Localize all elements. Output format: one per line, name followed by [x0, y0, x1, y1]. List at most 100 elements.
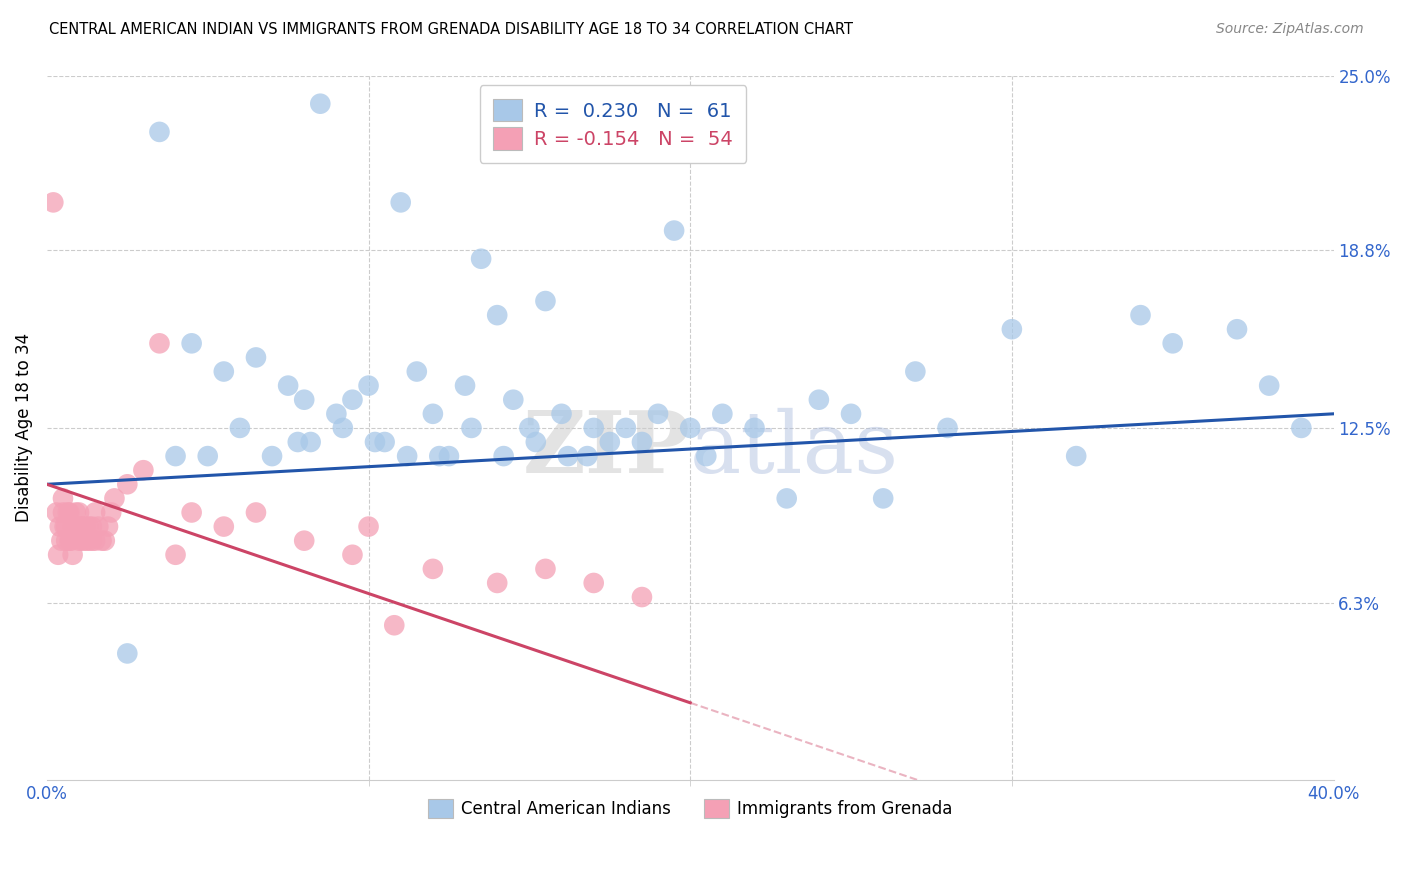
- Point: [84, 533, 107, 548]
- Point: [80, 519, 103, 533]
- Point: [67, 533, 90, 548]
- Point: [325, 407, 347, 421]
- Point: [1258, 378, 1281, 392]
- Point: [524, 435, 547, 450]
- Point: [936, 421, 959, 435]
- Point: [52, 491, 75, 506]
- Point: [695, 449, 717, 463]
- Point: [55, 519, 77, 533]
- Point: [67, 519, 90, 533]
- Point: [1161, 336, 1184, 351]
- Point: [557, 449, 579, 463]
- Point: [75, 533, 97, 548]
- Point: [53, 519, 76, 533]
- Point: [631, 435, 654, 450]
- Point: [342, 392, 364, 407]
- Point: [396, 449, 419, 463]
- Point: [103, 491, 125, 506]
- Point: [58, 506, 80, 520]
- Point: [357, 378, 380, 392]
- Point: [422, 407, 444, 421]
- Y-axis label: Disability Age 18 to 34: Disability Age 18 to 34: [15, 334, 32, 523]
- Point: [1001, 322, 1024, 336]
- Point: [49, 519, 72, 533]
- Point: [287, 435, 309, 450]
- Point: [519, 421, 541, 435]
- Point: [60, 533, 83, 548]
- Text: Source: ZipAtlas.com: Source: ZipAtlas.com: [1216, 22, 1364, 37]
- Point: [55, 533, 77, 548]
- Point: [100, 506, 122, 520]
- Point: [212, 365, 235, 379]
- Legend: Central American Indians, Immigrants from Grenada: Central American Indians, Immigrants fro…: [420, 793, 959, 825]
- Point: [212, 519, 235, 533]
- Point: [292, 533, 315, 548]
- Point: [576, 449, 599, 463]
- Point: [454, 378, 477, 392]
- Point: [229, 421, 252, 435]
- Point: [77, 533, 100, 548]
- Point: [679, 421, 702, 435]
- Point: [460, 421, 482, 435]
- Point: [62, 519, 84, 533]
- Point: [72, 519, 94, 533]
- Point: [711, 407, 734, 421]
- Point: [614, 421, 637, 435]
- Point: [437, 449, 460, 463]
- Point: [502, 392, 524, 407]
- Point: [662, 223, 685, 237]
- Point: [292, 392, 315, 407]
- Point: [631, 590, 654, 604]
- Point: [260, 449, 283, 463]
- Point: [117, 647, 139, 661]
- Point: [45, 506, 67, 520]
- Point: [534, 293, 557, 308]
- Point: [77, 519, 100, 533]
- Point: [389, 195, 412, 210]
- Point: [87, 519, 110, 533]
- Point: [180, 506, 202, 520]
- Point: [534, 562, 557, 576]
- Text: atlas: atlas: [690, 408, 900, 491]
- Point: [80, 533, 103, 548]
- Point: [1064, 449, 1087, 463]
- Point: [245, 351, 267, 365]
- Point: [277, 378, 299, 392]
- Text: CENTRAL AMERICAN INDIAN VS IMMIGRANTS FROM GRENADA DISABILITY AGE 18 TO 34 CORRE: CENTRAL AMERICAN INDIAN VS IMMIGRANTS FR…: [49, 22, 853, 37]
- Point: [342, 548, 364, 562]
- Point: [486, 308, 509, 322]
- Point: [364, 435, 387, 450]
- Point: [56, 506, 79, 520]
- Point: [647, 407, 669, 421]
- Point: [97, 519, 120, 533]
- Point: [94, 533, 117, 548]
- Point: [839, 407, 862, 421]
- Point: [52, 506, 75, 520]
- Point: [550, 407, 572, 421]
- Point: [422, 562, 444, 576]
- Point: [117, 477, 139, 491]
- Point: [904, 365, 927, 379]
- Point: [486, 576, 509, 591]
- Point: [180, 336, 202, 351]
- Text: ZIP: ZIP: [523, 407, 690, 491]
- Point: [51, 533, 73, 548]
- Point: [744, 421, 766, 435]
- Point: [776, 491, 799, 506]
- Point: [332, 421, 354, 435]
- Point: [90, 533, 112, 548]
- Point: [65, 519, 87, 533]
- Point: [1129, 308, 1152, 322]
- Point: [148, 125, 170, 139]
- Point: [245, 506, 267, 520]
- Point: [42, 195, 65, 210]
- Point: [46, 548, 69, 562]
- Point: [309, 96, 332, 111]
- Point: [872, 491, 894, 506]
- Point: [374, 435, 396, 450]
- Point: [148, 336, 170, 351]
- Point: [299, 435, 322, 450]
- Point: [132, 463, 155, 477]
- Point: [599, 435, 621, 450]
- Point: [582, 421, 605, 435]
